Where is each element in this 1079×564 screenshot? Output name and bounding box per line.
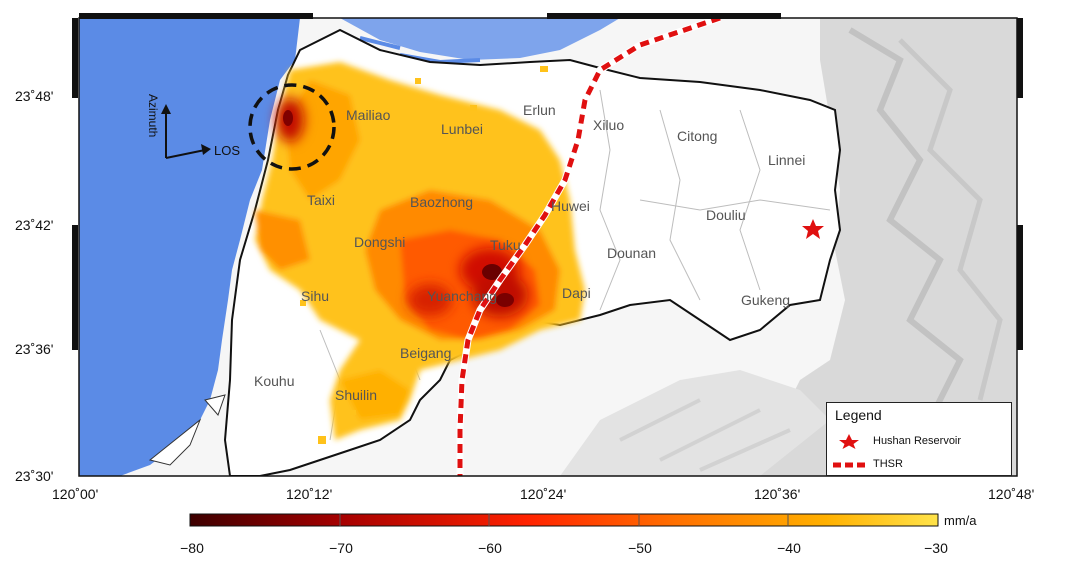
- town-label-gukeng: Gukeng: [741, 292, 791, 308]
- los-label: LOS: [214, 143, 241, 158]
- colorbar-unit: mm/a: [944, 513, 977, 528]
- lon-tick-label: 120˚12': [286, 486, 333, 502]
- hushan-reservoir-star-icon: [802, 219, 824, 239]
- colorbar-tick-label: −80: [180, 540, 204, 556]
- town-label-shuilin: Shuilin: [335, 387, 378, 403]
- legend: Legend Hushan Reservoir THSR: [826, 402, 1012, 476]
- legend-item-label: THSR: [873, 458, 903, 470]
- town-label-baozhong: Baozhong: [410, 194, 474, 210]
- lon-tick-label: 120˚48': [988, 486, 1035, 502]
- frame-ticks: [72, 13, 1023, 350]
- mailiao-dashed-circle: [248, 83, 336, 171]
- town-label-yuanchang: Yuanchang: [427, 288, 498, 304]
- town-label-douliu: Douliu: [706, 207, 746, 223]
- sea: [79, 18, 300, 476]
- town-label-dapi: Dapi: [562, 285, 591, 301]
- lon-tick-label: 120˚00': [52, 486, 99, 502]
- radar-geometry: [161, 104, 211, 159]
- town-label-citong: Citong: [677, 128, 718, 144]
- dashed-line-icon: [833, 462, 869, 468]
- subsidence-field: [255, 62, 585, 444]
- lat-tick-label: 23˚42': [15, 217, 54, 233]
- town-label-beigang: Beigang: [400, 345, 452, 361]
- legend-title: Legend: [835, 407, 882, 423]
- town-label-lunbei: Lunbei: [441, 121, 484, 137]
- colorbar: [189, 513, 939, 527]
- terrain-relief: [560, 18, 1017, 476]
- lat-tick-label: 23˚36': [15, 341, 54, 357]
- town-label-dongshi: Dongshi: [354, 234, 406, 250]
- town-label-erlun: Erlun: [523, 102, 556, 118]
- lat-tick-label: 23˚30': [15, 468, 54, 484]
- colorbar-tick-label: −60: [478, 540, 502, 556]
- town-label-kouhu: Kouhu: [254, 373, 295, 389]
- town-label-taixi: Taixi: [307, 192, 336, 208]
- colorbar-tick-label: −70: [329, 540, 353, 556]
- colorbar-tick-label: −50: [628, 540, 652, 556]
- town-label-dounan: Dounan: [607, 245, 657, 261]
- thsr-line: [456, 18, 722, 476]
- town-label-linnei: Linnei: [768, 152, 806, 168]
- colorbar-tick-label: −40: [777, 540, 801, 556]
- town-label-sihu: Sihu: [301, 288, 330, 304]
- lon-tick-label: 120˚24': [520, 486, 567, 502]
- star-icon: [839, 434, 859, 449]
- lat-tick-label: 23˚48': [15, 88, 54, 104]
- town-label-mailiao: Mailiao: [346, 107, 391, 123]
- town-label-tuku: Tuku: [490, 237, 521, 253]
- azimuth-label: Azimuth: [146, 94, 160, 138]
- lon-tick-label: 120˚36': [754, 486, 801, 502]
- colorbar-tick-label: −30: [924, 540, 948, 556]
- legend-item-label: Hushan Reservoir: [873, 435, 962, 447]
- town-label-xiluo: Xiluo: [593, 117, 625, 133]
- town-label-huwei: Huwei: [551, 198, 590, 214]
